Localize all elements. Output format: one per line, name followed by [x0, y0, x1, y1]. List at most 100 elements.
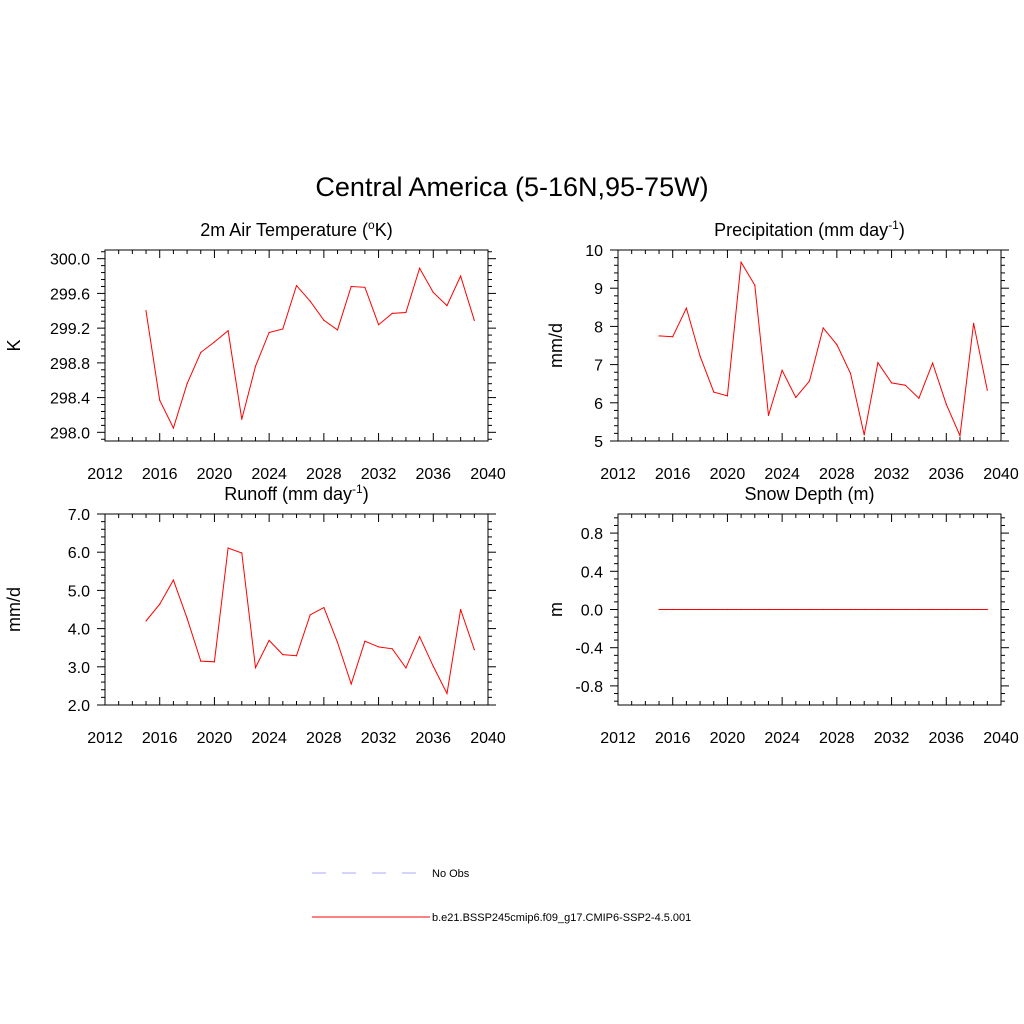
- x-tick-label: 2020: [710, 466, 746, 483]
- data-point: [904, 608, 906, 611]
- data-point: [419, 636, 421, 638]
- y-tick-label: -0.4: [575, 641, 603, 658]
- panel-title-precipitation: Precipitation (mm day-1): [714, 218, 905, 240]
- data-point: [877, 362, 879, 364]
- series-line-precipitation: [658, 260, 988, 438]
- data-point: [460, 608, 462, 611]
- x-tick-label: 2040: [470, 730, 506, 747]
- y-tick-label: 10: [585, 243, 603, 260]
- x-tick-label: 2024: [251, 466, 287, 483]
- data-point: [391, 312, 393, 314]
- y-tick-label: 9: [594, 281, 603, 298]
- data-point: [849, 608, 852, 611]
- data-point: [767, 608, 770, 611]
- panel-title-snow-depth: Snow Depth (m): [744, 484, 874, 504]
- data-point: [740, 608, 742, 611]
- x-tick-label: 2040: [983, 466, 1019, 483]
- panel-title-tail: K): [375, 220, 393, 240]
- data-point: [658, 608, 660, 611]
- y-tick-label: 7.0: [68, 507, 90, 524]
- data-point: [377, 324, 380, 326]
- data-point: [808, 380, 811, 382]
- data-point: [336, 329, 339, 331]
- y-tick-label: 0.4: [581, 564, 603, 581]
- data-point: [295, 284, 298, 287]
- y-tick-label: 5.0: [68, 583, 90, 600]
- y-axis-label: mm/d: [4, 587, 24, 632]
- y-tick-label: 6: [594, 396, 603, 413]
- data-point: [309, 300, 311, 302]
- x-tick-label: 2040: [983, 730, 1019, 747]
- data-point: [973, 322, 975, 324]
- panel-title-superscript: -1: [352, 482, 363, 496]
- data-point: [364, 640, 366, 642]
- data-point: [419, 267, 421, 269]
- x-tick-label: 2016: [655, 730, 691, 747]
- x-tick-label: 2040: [470, 466, 506, 483]
- data-point: [685, 608, 687, 611]
- y-axis-label: K: [4, 339, 24, 351]
- data-point: [973, 608, 975, 611]
- data-point: [200, 660, 202, 662]
- x-tick-label: 2032: [361, 466, 397, 483]
- y-tick-label: 5: [594, 434, 603, 451]
- panel-title-superscript: o: [368, 218, 375, 232]
- legend-label-model: b.e21.BSSP245cmip6.f09_g17.CMIP6-SSP2-4.…: [432, 912, 691, 924]
- data-point: [863, 608, 865, 611]
- data-point: [295, 655, 298, 657]
- data-point: [932, 362, 934, 364]
- y-axis-label: m: [546, 602, 566, 617]
- data-point: [822, 608, 824, 611]
- x-tick-label: 2028: [306, 730, 342, 747]
- panel-precipitation: Precipitation (mm day-1) 2012 2016 2020 2024…: [546, 218, 1019, 483]
- data-point: [473, 649, 475, 651]
- data-point: [781, 369, 783, 371]
- data-point: [726, 395, 729, 397]
- panel-title-air-temperature: 2m Air Temperature (oK): [200, 218, 392, 240]
- y-tick-label: 8: [594, 319, 603, 336]
- data-point: [890, 608, 893, 611]
- y-tick-label: 2.0: [68, 698, 90, 715]
- panel-air-temperature: 2m Air Temperature (oK) 2012 2016 2020 2024 2…: [4, 218, 506, 483]
- data-point: [781, 608, 783, 611]
- x-tick-label: 2016: [142, 730, 178, 747]
- data-point: [213, 661, 216, 663]
- x-tick-label: 2012: [87, 466, 123, 483]
- data-point: [172, 427, 174, 429]
- data-point: [282, 653, 284, 656]
- y-tick-label: 299.2: [50, 321, 90, 338]
- data-point: [186, 383, 188, 385]
- data-point: [377, 646, 380, 648]
- data-point: [986, 608, 988, 611]
- data-point: [945, 608, 947, 611]
- panel-title-main: Runoff (mm day: [224, 484, 352, 504]
- data-point: [186, 617, 188, 619]
- data-point: [432, 291, 434, 294]
- data-point: [336, 641, 339, 643]
- data-point: [446, 304, 448, 307]
- x-tick-label: 2036: [928, 730, 964, 747]
- data-point: [227, 330, 229, 332]
- panel-title-tail: ): [899, 220, 905, 240]
- data-point: [959, 608, 961, 611]
- data-point: [309, 614, 311, 616]
- series-line-air-temperature: [145, 266, 475, 430]
- data-point: [200, 351, 202, 354]
- data-point: [726, 608, 729, 611]
- legend: No Obs b.e21.BSSP245cmip6.f09_g17.CMIP6-…: [312, 868, 691, 924]
- y-tick-label: 0.0: [581, 603, 603, 620]
- x-tick-label: 2036: [415, 730, 451, 747]
- data-point: [672, 608, 674, 611]
- data-point: [391, 648, 393, 650]
- data-point: [754, 608, 756, 611]
- x-tick-label: 2012: [87, 730, 123, 747]
- plot-frame: [104, 249, 489, 442]
- data-point: [227, 547, 229, 549]
- plot-frame: [104, 513, 489, 706]
- data-point: [405, 667, 407, 669]
- panel-title-superscript: -1: [888, 218, 899, 232]
- plot-frame: [617, 249, 1002, 442]
- panel-snow-depth: Snow Depth (m) 2012 2016 2020 2024 2028 2032 20…: [546, 484, 1019, 747]
- data-point: [808, 608, 811, 611]
